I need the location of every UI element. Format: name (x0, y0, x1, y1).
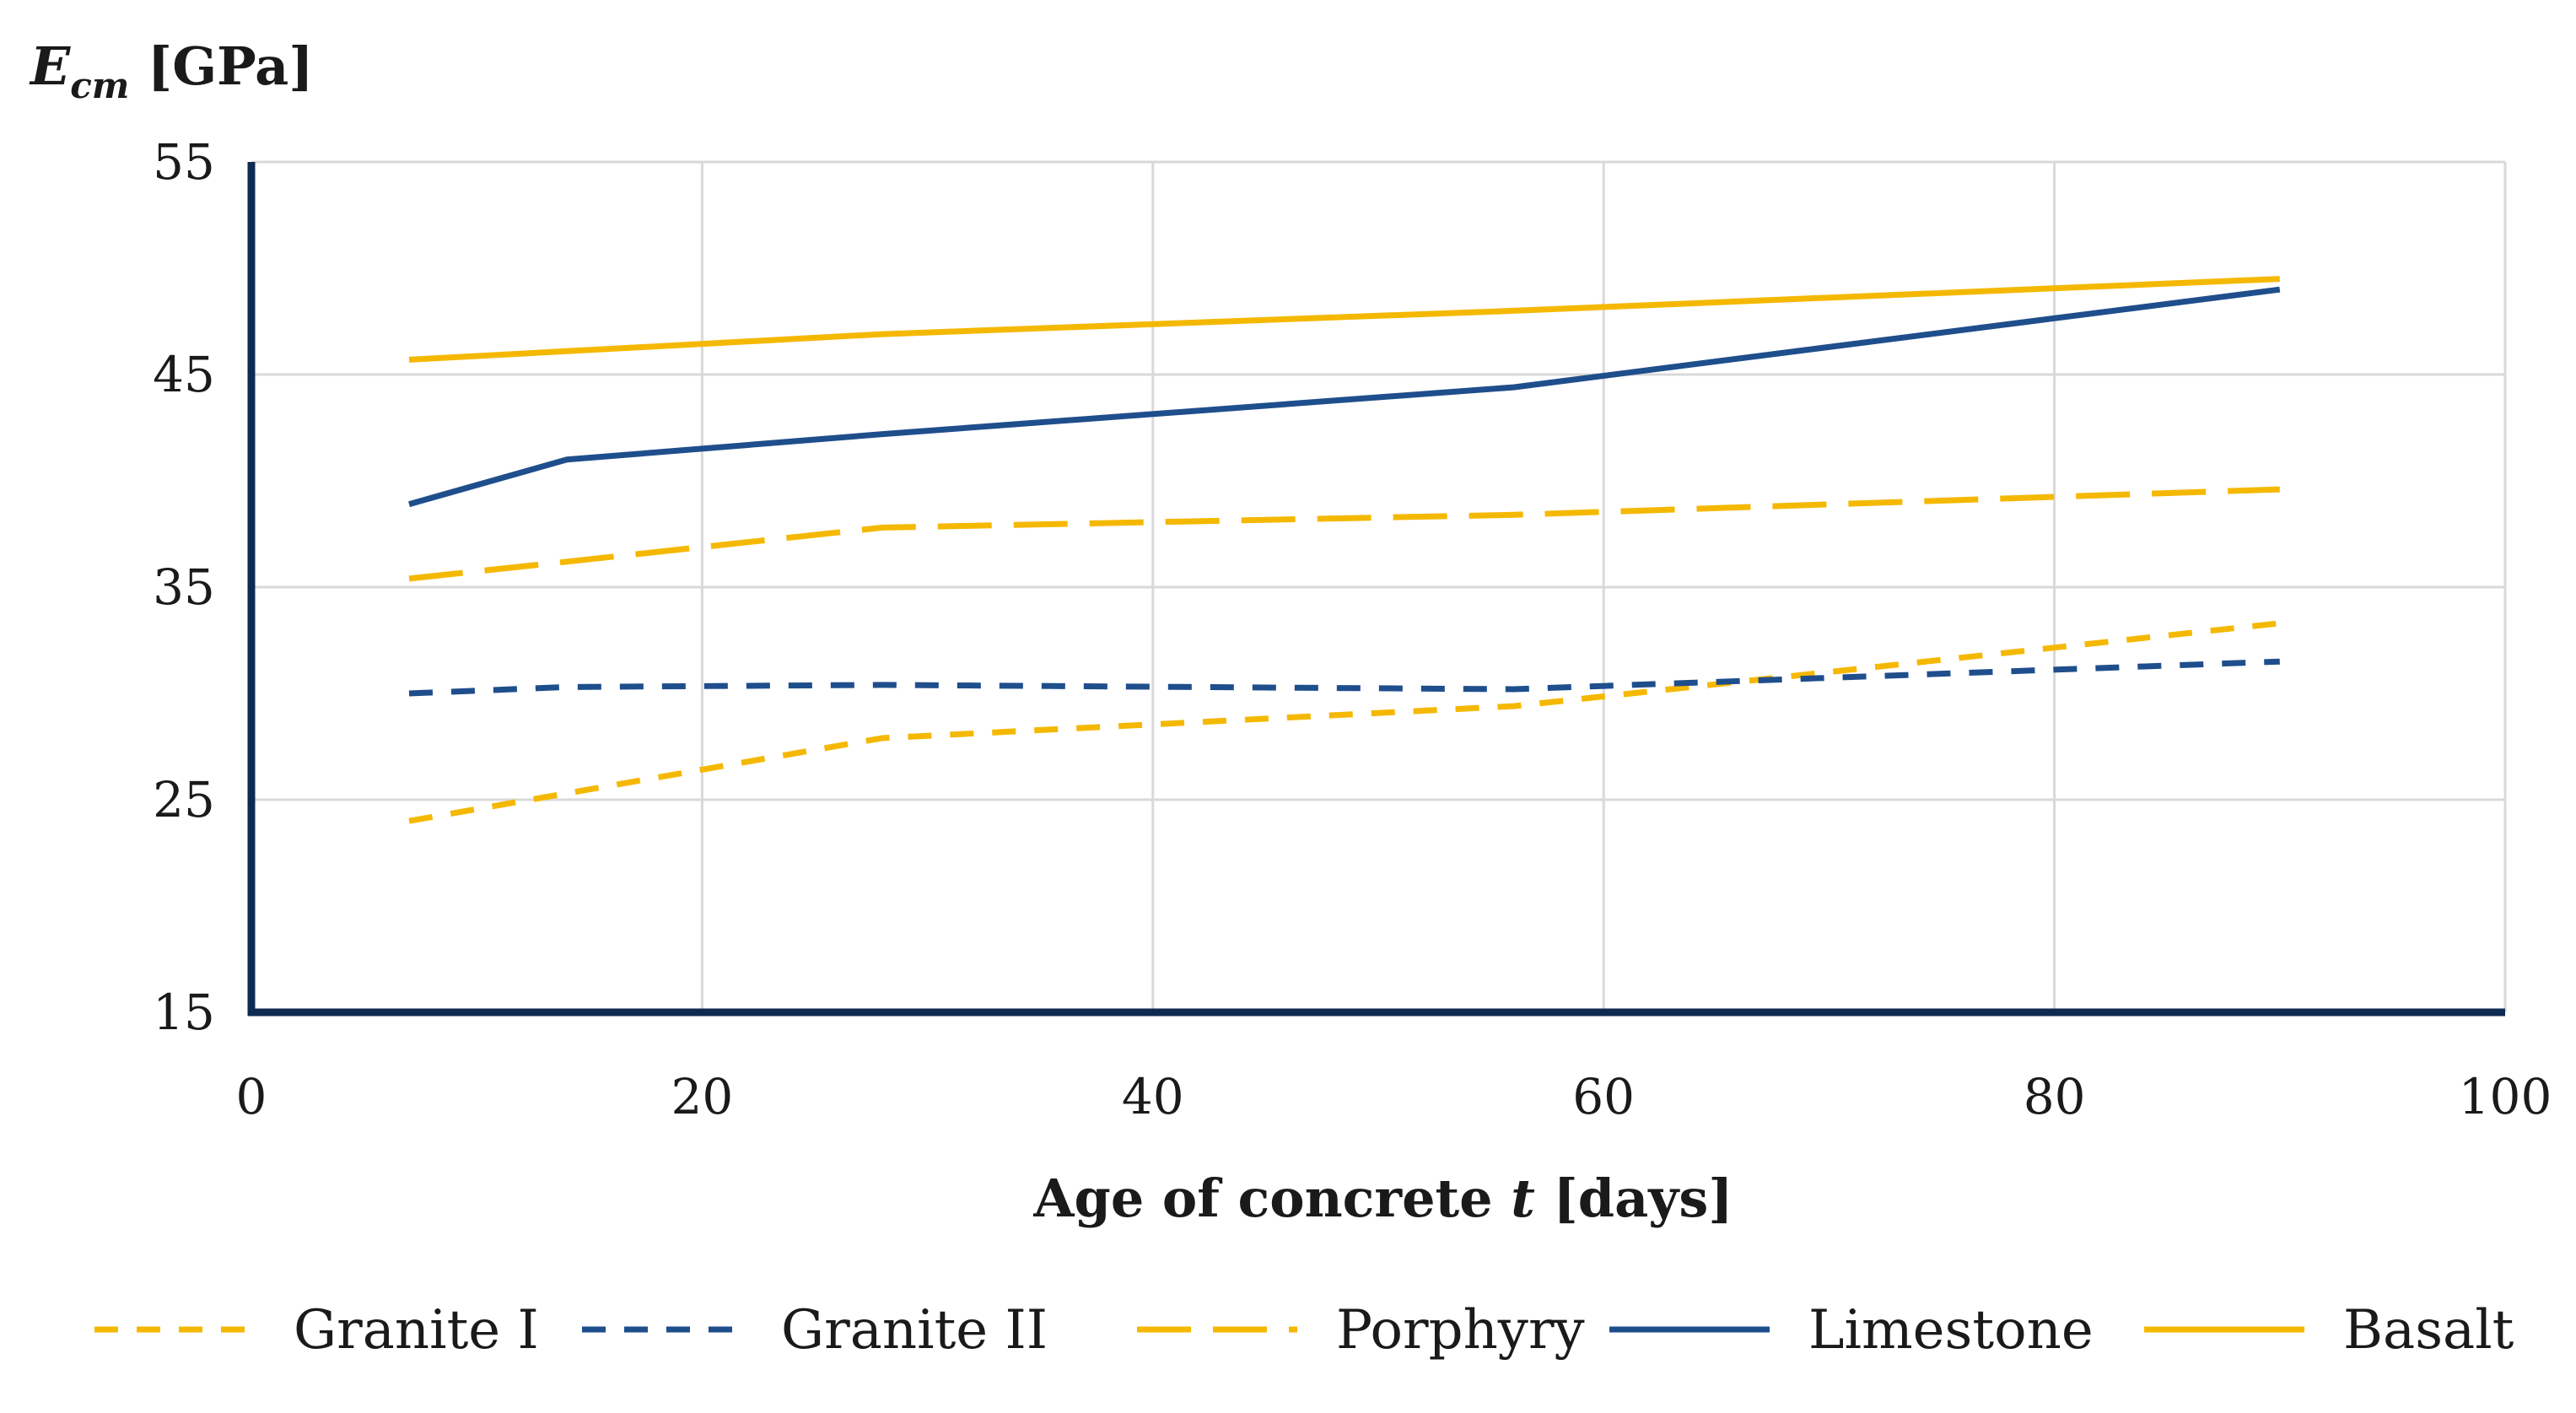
legend: Granite I Granite II Porphyry Limestone Basa… (94, 1299, 2514, 1362)
x-tick-label: 0 (236, 1068, 267, 1125)
series-line-porphyry (408, 486, 2280, 582)
y-tick-labels: 15 25 35 45 55 (153, 133, 215, 1041)
y-tick-label: 35 (153, 558, 215, 616)
x-tick-labels: 0 20 40 60 80 100 (236, 1068, 2552, 1125)
grid-lines (251, 160, 2507, 1012)
y-tick-label: 15 (153, 984, 215, 1041)
y-axis-title-unit: [GPa] (129, 35, 313, 97)
x-tick-label: 100 (2459, 1068, 2552, 1125)
y-axis-title-main: E (29, 35, 71, 97)
x-axis-title-before: Age of concrete (1032, 1168, 1511, 1229)
x-tick-label: 40 (1122, 1068, 1184, 1125)
series-line-granite-i (408, 620, 2281, 824)
y-tick-label: 55 (153, 133, 215, 191)
x-tick-label: 80 (2024, 1068, 2086, 1125)
x-axis-title-italic: t (1511, 1168, 1535, 1229)
x-axis-title: Age of concrete t [days] (1032, 1168, 1733, 1229)
x-axis-title-after: [days] (1535, 1168, 1733, 1229)
x-tick-label: 60 (1572, 1068, 1635, 1125)
legend-label-granite-ii: Granite II (781, 1299, 1048, 1362)
axes (247, 162, 2505, 1017)
legend-label-basalt: Basalt (2343, 1299, 2514, 1362)
series-line-basalt (408, 276, 2280, 363)
series-lines (408, 276, 2281, 824)
y-axis-title: Ecm [GPa] (29, 35, 314, 106)
legend-label-porphyry: Porphyry (1336, 1299, 1585, 1362)
legend-label-limestone: Limestone (1808, 1299, 2094, 1362)
series-line-limestone (408, 286, 2281, 508)
legend-label-granite-i: Granite I (294, 1299, 539, 1362)
series-line-granite-ii (408, 658, 2280, 697)
y-tick-label: 25 (153, 771, 215, 828)
y-tick-label: 45 (153, 346, 215, 403)
y-axis-title-sub: cm (70, 65, 129, 106)
x-tick-label: 20 (671, 1068, 733, 1125)
